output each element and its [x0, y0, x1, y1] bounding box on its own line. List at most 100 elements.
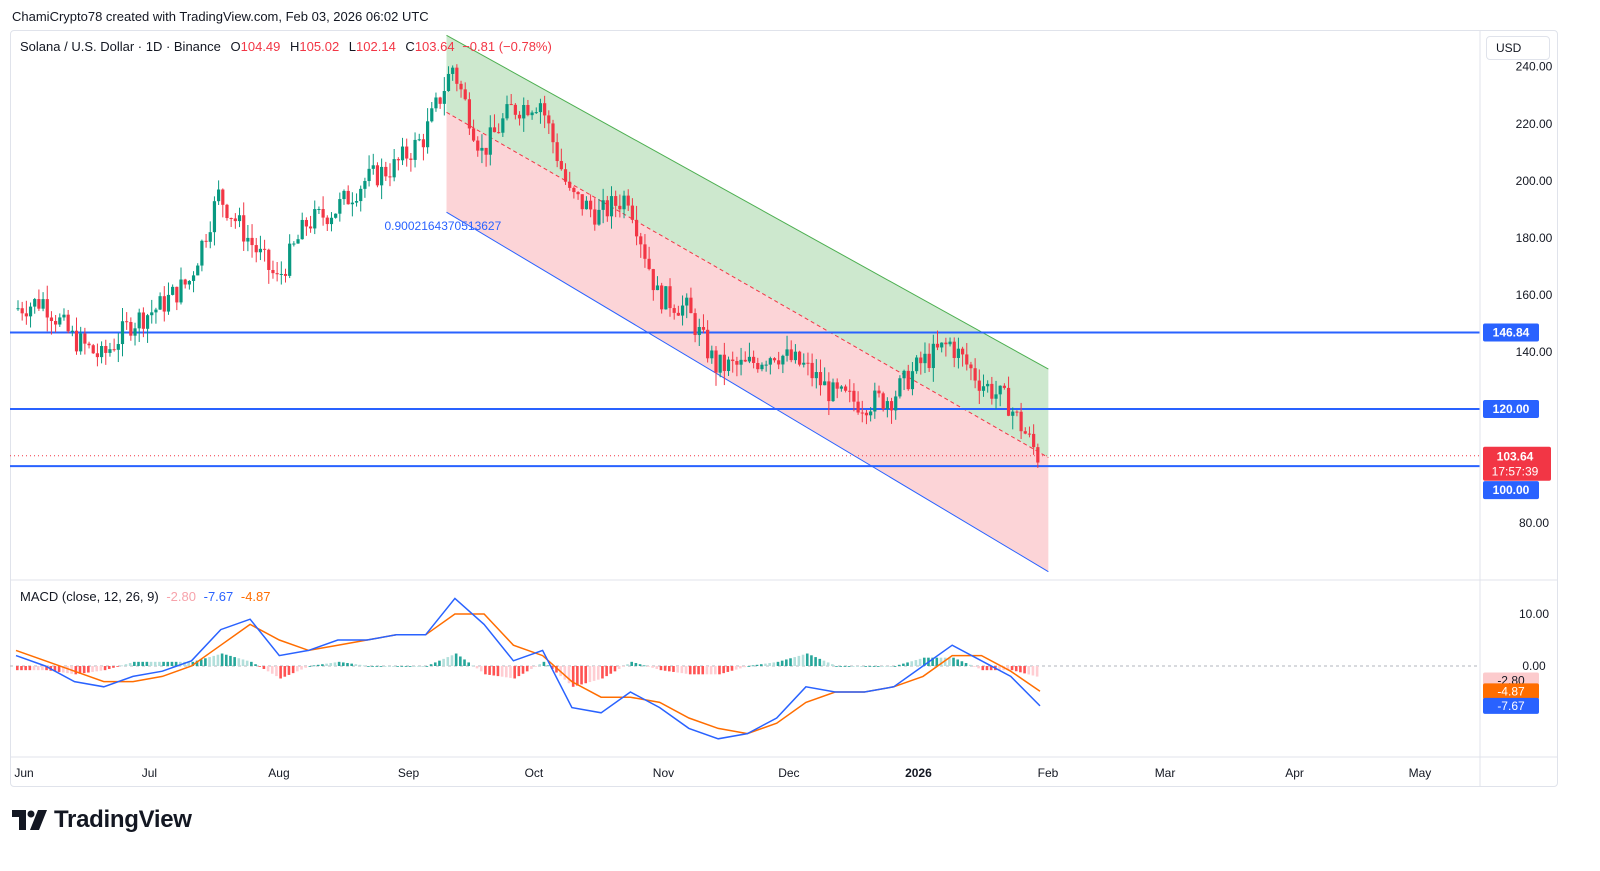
macd-histogram-bar: [245, 660, 249, 666]
candle-body: [212, 201, 217, 233]
macd-histogram-bar: [876, 666, 880, 667]
tradingview-logo-icon: [12, 810, 47, 830]
candle-body: [752, 356, 756, 363]
macd-histogram-bar: [300, 666, 303, 670]
last-price-badge: 103.64: [1497, 450, 1534, 464]
candle-body: [768, 358, 772, 365]
macd-histogram-bar: [16, 666, 19, 671]
candle-body: [28, 306, 33, 317]
candle-body: [639, 236, 643, 245]
macd-histogram-bar: [785, 659, 788, 666]
candle-body: [722, 354, 726, 372]
macd-histogram-bar: [952, 657, 955, 666]
candle-body: [589, 200, 593, 210]
candle-body: [526, 104, 530, 116]
candle-body: [171, 286, 175, 295]
macd-histogram-bar: [442, 658, 445, 666]
macd-histogram-bar: [705, 666, 709, 675]
macd-line-legend: -7.67: [203, 589, 234, 604]
tradingview-logo[interactable]: TradingView: [12, 806, 192, 834]
macd-histogram-bar: [191, 661, 195, 666]
candle-body: [20, 308, 24, 314]
macd-histogram-bar: [400, 666, 404, 667]
candle-body: [965, 354, 969, 365]
candle-body: [451, 67, 455, 74]
macd-histogram-bar: [655, 666, 659, 669]
macd-histogram-bar: [576, 666, 579, 686]
macd-histogram-bar: [818, 658, 822, 666]
close-label: C: [405, 39, 415, 54]
symbol-title: Solana / U.S. Dollar · 1D · Binance: [20, 39, 221, 54]
macd-histogram-bar: [471, 665, 475, 667]
macd-histogram-bar: [722, 666, 725, 674]
macd-hist-legend: -2.80: [166, 589, 196, 604]
macd-histogram-bar: [534, 666, 537, 667]
candle-body: [743, 359, 747, 362]
candle-body: [476, 140, 480, 151]
candle-body: [405, 146, 409, 159]
candle-body: [66, 314, 70, 332]
macd-histogram-bar: [943, 657, 947, 666]
candle-body: [998, 385, 1002, 395]
candle-body: [54, 320, 58, 325]
macd-histogram-bar: [220, 653, 224, 666]
candle-body: [622, 195, 626, 210]
candle-body: [166, 294, 171, 312]
macd-histogram-bar: [354, 664, 358, 666]
candle-body: [977, 380, 981, 391]
macd-histogram-bar: [525, 666, 529, 672]
macd-histogram-bar: [613, 666, 617, 672]
macd-histogram-bar: [726, 666, 730, 672]
macd-line-badge-bg: [1483, 697, 1539, 714]
macd-histogram-bar: [596, 666, 600, 680]
candle-body: [95, 353, 100, 358]
macd-histogram-bar: [868, 666, 872, 667]
x-tick-label: Nov: [653, 766, 674, 780]
candle-body: [116, 344, 120, 350]
macd-histogram-bar: [918, 658, 922, 666]
candle-body: [944, 342, 948, 345]
candle-body: [676, 312, 680, 316]
channel-layer: 0.9002164370513627: [384, 34, 1049, 573]
candle-body: [283, 273, 288, 276]
macd-histogram-bar: [860, 666, 863, 667]
levels-layer: [10, 331, 1480, 468]
candle-body: [601, 200, 605, 210]
macd-histogram-bar: [513, 666, 516, 679]
macd-histogram-bar: [663, 666, 667, 671]
candle-body: [463, 89, 467, 100]
candle-body: [655, 285, 660, 291]
candle-body: [668, 286, 672, 309]
currency-button[interactable]: USD: [1486, 36, 1550, 60]
candle-body: [981, 386, 986, 391]
macd-histogram-bar: [350, 663, 353, 666]
macd-histogram-bar: [759, 664, 763, 666]
candle-body: [848, 390, 852, 392]
candle-body: [45, 299, 49, 318]
candles-layer: [16, 64, 1040, 468]
macd-histogram-bar: [145, 661, 149, 666]
candle-body: [919, 357, 923, 364]
candle-body: [480, 147, 484, 151]
close-value: 103.64: [414, 39, 455, 54]
candle-body: [806, 362, 810, 364]
candle-body: [446, 73, 451, 92]
macd-histogram-bar: [492, 666, 496, 676]
macd-histogram-bar: [609, 666, 613, 674]
macd-histogram-bar: [496, 666, 500, 677]
y-tick-label: 140.00: [1516, 345, 1553, 359]
macd-histogram-bar: [392, 666, 395, 667]
candle-body: [200, 240, 204, 266]
candle-body: [459, 83, 463, 90]
macd-histogram-bar: [693, 666, 696, 675]
macd-layer: [15, 597, 1041, 740]
candle-body: [145, 315, 150, 329]
candle-body: [538, 103, 543, 113]
macd-histogram-bar: [375, 666, 379, 667]
candle-body: [246, 237, 250, 242]
macd-histogram-bar: [713, 666, 717, 675]
macd-histogram-bar: [642, 665, 646, 667]
macd-histogram-bar: [977, 666, 980, 669]
macd-histogram-bar: [446, 657, 450, 666]
